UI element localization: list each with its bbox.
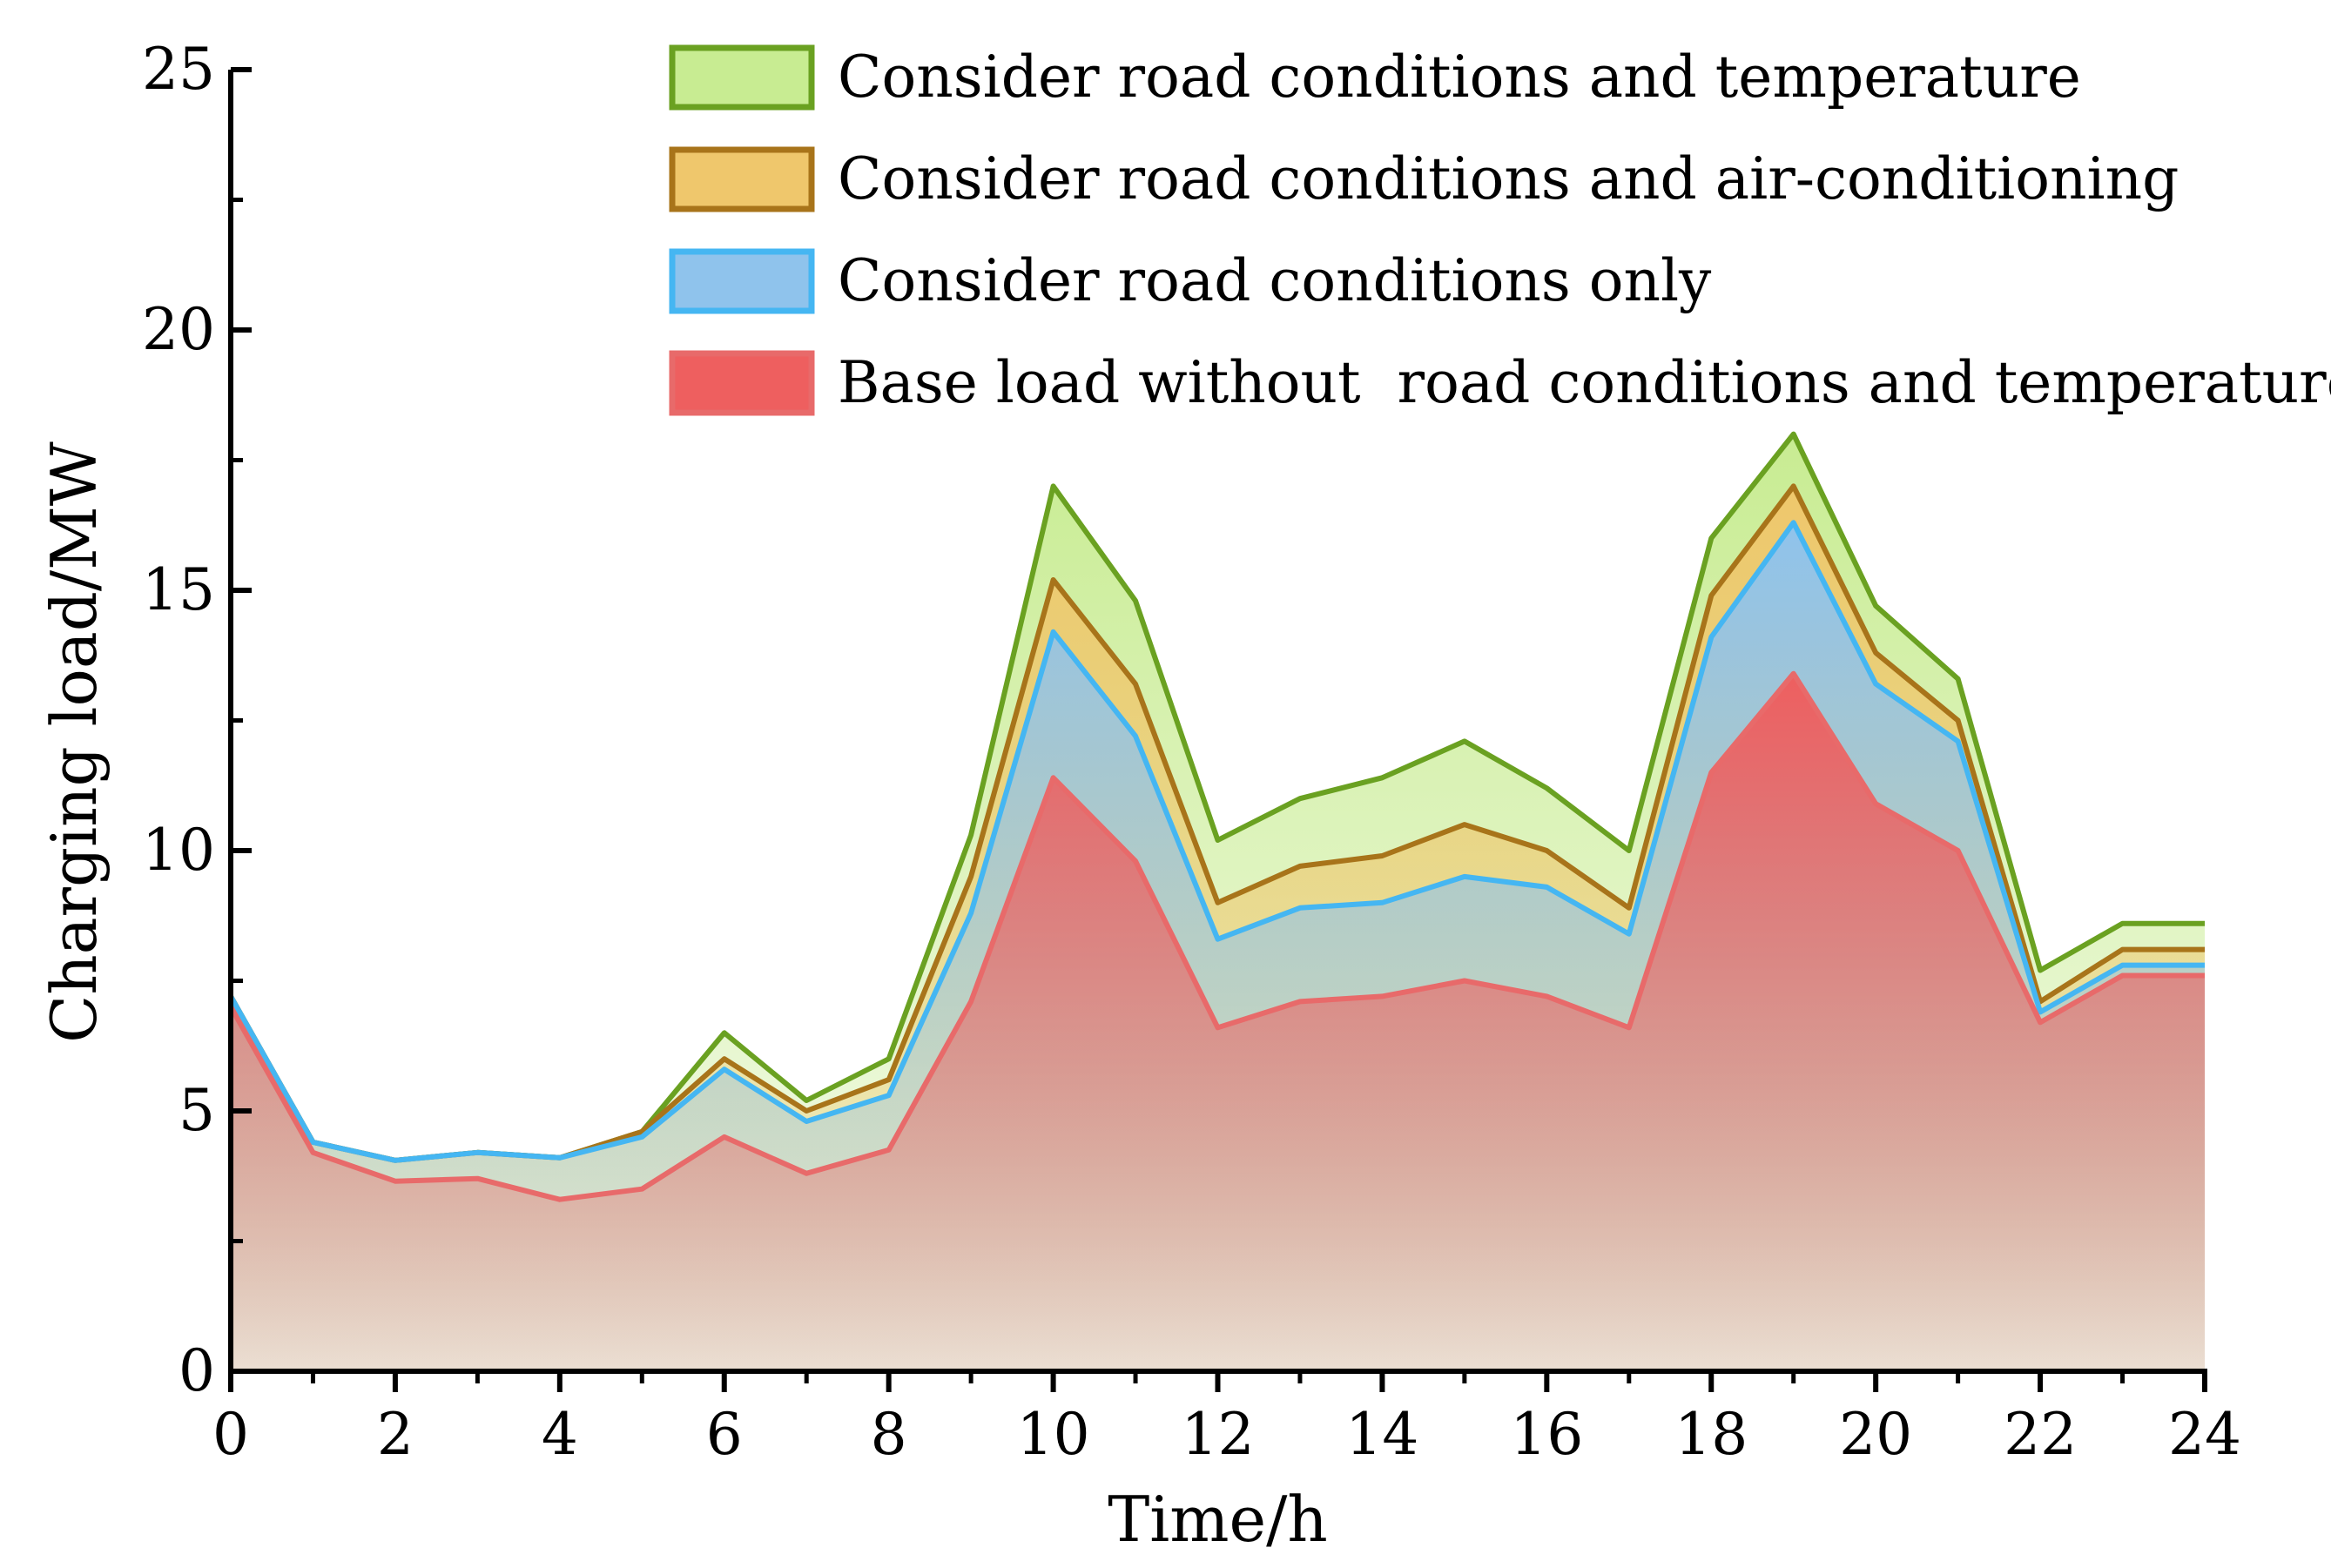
area-series-group: [228, 431, 2205, 1372]
x-tick-label: 24: [2168, 1401, 2241, 1468]
legend-label-2: Consider road conditions and air-conditi…: [838, 145, 2179, 212]
legend: Consider road conditions and temperature…: [669, 44, 2331, 416]
x-tick-label: 4: [542, 1401, 578, 1468]
x-tick-label: 22: [2004, 1401, 2077, 1468]
x-tick-label: 14: [1345, 1401, 1418, 1468]
area-line-series-4: [228, 670, 2205, 1202]
legend-label-3: Consider road conditions only: [838, 247, 1712, 314]
x-tick-label: 20: [1839, 1401, 1912, 1468]
area-fill-series-4: [231, 673, 2205, 1371]
x-tick-label: 6: [706, 1401, 743, 1468]
y-tick-label: 0: [179, 1337, 215, 1404]
x-tick-label: 2: [377, 1401, 414, 1468]
x-tick-label: 18: [1674, 1401, 1748, 1468]
legend-swatch-4: [669, 350, 815, 416]
y-tick-label: 20: [142, 296, 215, 363]
y-tick-label: 25: [142, 36, 215, 103]
x-tick-label: 12: [1182, 1401, 1255, 1468]
legend-label-1: Consider road conditions and temperature: [838, 44, 2081, 111]
legend-swatch-2: [669, 146, 815, 212]
x-axis-title: Time/h: [1108, 1483, 1328, 1556]
legend-label-4: Base load without road conditions and te…: [838, 349, 2331, 416]
legend-swatch-3: [669, 248, 815, 314]
area-line-series-3: [228, 520, 2205, 1163]
y-tick-label: 15: [142, 556, 215, 623]
x-tick-label: 0: [212, 1401, 249, 1468]
y-tick-label: 10: [142, 817, 215, 884]
x-tick-label: 10: [1017, 1401, 1090, 1468]
y-axis-title: Charging load/MW: [37, 441, 111, 1043]
y-tick-label: 5: [179, 1077, 215, 1144]
legend-swatch-1: [669, 44, 815, 111]
x-tick-label: 8: [871, 1401, 907, 1468]
x-tick-label: 16: [1510, 1401, 1583, 1468]
